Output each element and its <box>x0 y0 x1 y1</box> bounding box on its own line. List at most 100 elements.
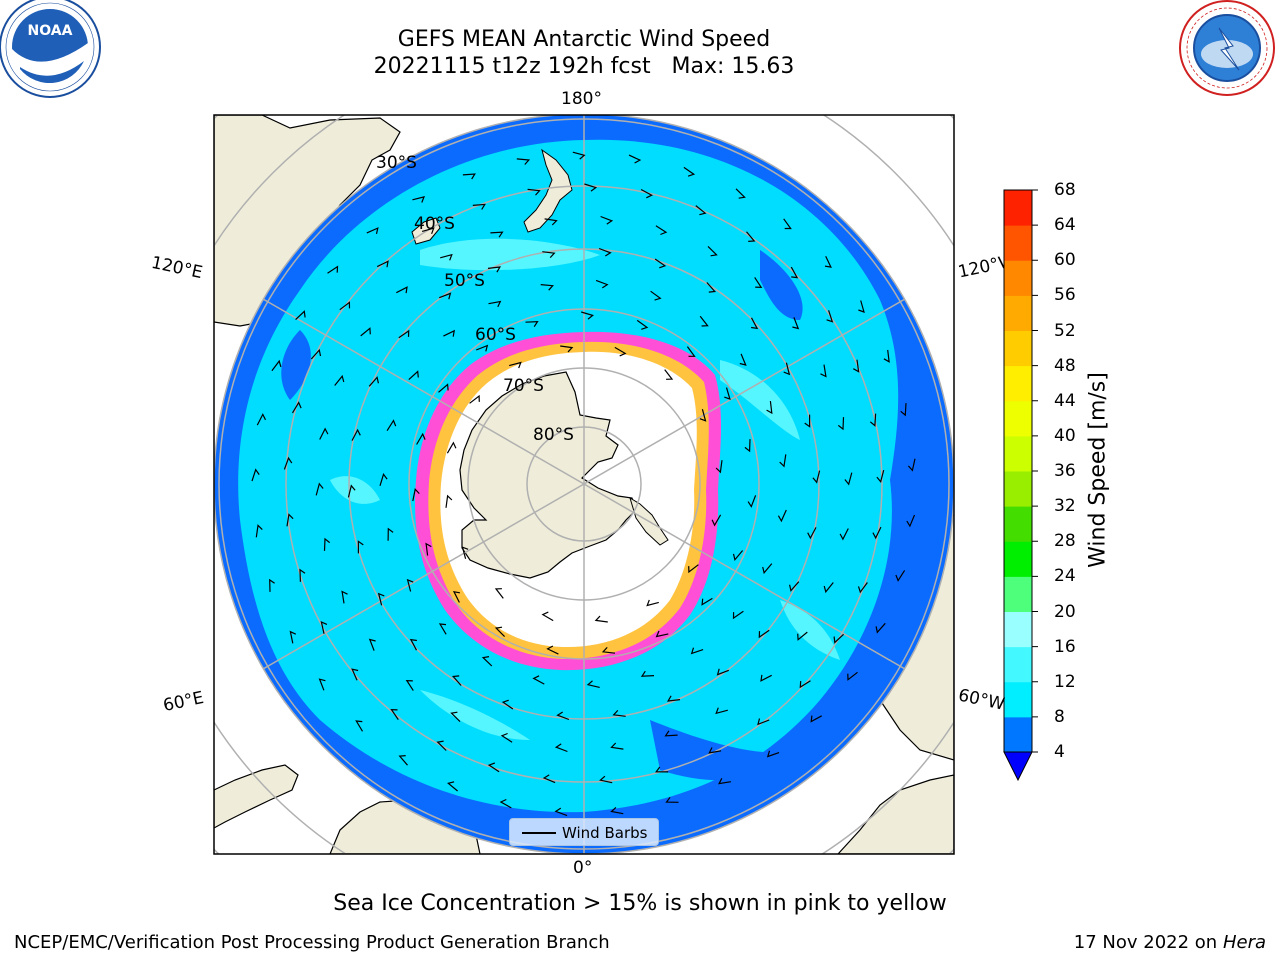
wind-barb <box>542 774 556 784</box>
wind-barb <box>790 266 799 279</box>
colorbar-label: Wind Speed [m/s] <box>1085 372 1111 568</box>
wind-barb <box>665 796 679 803</box>
wind-barbs <box>251 151 916 817</box>
wind-barb <box>323 537 331 551</box>
wind-barb <box>824 256 832 268</box>
wind-barb <box>379 472 388 486</box>
colorbar-tick-label: 20 <box>1054 601 1076 622</box>
wind-barb <box>289 630 297 644</box>
colorbar-segment <box>1004 400 1032 437</box>
wind-barb <box>357 540 364 554</box>
wind-barb <box>599 775 613 784</box>
wind-barb <box>746 231 756 242</box>
wind-barb <box>610 742 624 750</box>
wind-barb <box>650 290 662 301</box>
wind-barb <box>351 668 359 681</box>
wind-barb <box>715 707 728 715</box>
wind-barb <box>628 154 642 164</box>
wind-barb <box>750 317 759 330</box>
wind-barb <box>386 419 397 432</box>
wind-barb <box>368 376 379 387</box>
wind-barb <box>716 668 730 676</box>
colorbar-tick-label: 24 <box>1054 566 1076 587</box>
wind-barb <box>823 582 834 594</box>
wind-barb <box>255 524 263 538</box>
wind-barb <box>586 680 600 688</box>
wind-barb <box>701 597 713 606</box>
wind-barb <box>256 413 267 426</box>
wind-barb <box>614 346 627 357</box>
wind-barb <box>390 709 399 720</box>
wind-barb <box>804 414 811 428</box>
wind-barb <box>739 353 747 366</box>
wind-barb <box>398 755 408 766</box>
colorbar-tick-label: 40 <box>1054 425 1076 446</box>
wind-barb <box>481 656 493 667</box>
wind-barb <box>318 678 326 691</box>
wind-barb <box>655 630 669 638</box>
colorbar-segment <box>1004 365 1032 402</box>
wind-barb <box>820 364 827 378</box>
wind-barb <box>732 550 744 561</box>
wind-barb <box>499 798 512 809</box>
wind-barb <box>735 188 746 199</box>
wind-barb <box>858 300 865 313</box>
colorbar-tick-label: 4 <box>1054 742 1065 762</box>
wind-barb <box>664 730 678 737</box>
wind-barb <box>869 413 877 427</box>
lon-label-0: 0° <box>573 858 593 878</box>
wind-barb <box>883 349 890 363</box>
colorbar-tick-label: 28 <box>1054 531 1076 552</box>
wind-barb <box>853 359 860 373</box>
wind-barb <box>542 251 556 259</box>
wind-barb <box>706 282 717 293</box>
wind-barb <box>783 362 791 376</box>
colorbar-extend-arrow <box>1003 751 1033 782</box>
wind-barb <box>421 227 435 235</box>
wind-barb <box>396 286 408 294</box>
chart-subtitle: 20221115 t12z 192h fcst Max: 15.63 <box>373 54 795 79</box>
wind-barb <box>711 514 722 527</box>
lon-label-180: 180° <box>561 89 602 109</box>
wind-barb <box>895 570 906 582</box>
wind-barb <box>683 166 696 177</box>
wind-barb <box>351 428 361 441</box>
wind-barb <box>438 292 452 300</box>
wind-barb <box>450 711 461 723</box>
wind-barb <box>525 321 539 328</box>
wind-barb <box>708 747 722 754</box>
wind-barb <box>527 188 541 196</box>
wind-barb <box>319 427 329 440</box>
wind-barb <box>760 674 772 682</box>
colorbar-segment <box>1004 260 1032 296</box>
colorbar-tick-label: 52 <box>1054 320 1076 341</box>
wind-barb <box>436 740 447 751</box>
wind-barb <box>269 578 275 592</box>
wind-barb <box>347 484 356 498</box>
wind-barb <box>594 615 608 623</box>
wind-barb <box>541 611 554 622</box>
wind-barb <box>906 514 916 528</box>
wind-barb <box>544 218 558 226</box>
wind-barb <box>509 361 522 369</box>
colorbar-segment <box>1004 225 1032 261</box>
wind-barb <box>271 359 282 372</box>
wind-barb <box>646 599 659 607</box>
wind-barb <box>540 284 554 291</box>
colorbar-tick-label: 60 <box>1054 250 1076 271</box>
wind-barb <box>500 732 513 743</box>
land-new-zealand <box>523 148 573 233</box>
wind-barb <box>839 528 849 541</box>
wind-barb <box>501 699 514 710</box>
colorbar-segment <box>1004 576 1032 612</box>
wind-barb <box>310 348 322 360</box>
wind-barb <box>412 487 420 502</box>
colorbar-segment <box>1004 506 1032 542</box>
wind-barb <box>408 370 419 381</box>
wind-barb <box>686 346 696 357</box>
colorbar-segment <box>1004 190 1032 226</box>
wind-barb <box>600 215 614 225</box>
wind-barb <box>438 623 447 635</box>
wind-barb <box>907 458 916 472</box>
wind-barb <box>581 311 594 320</box>
